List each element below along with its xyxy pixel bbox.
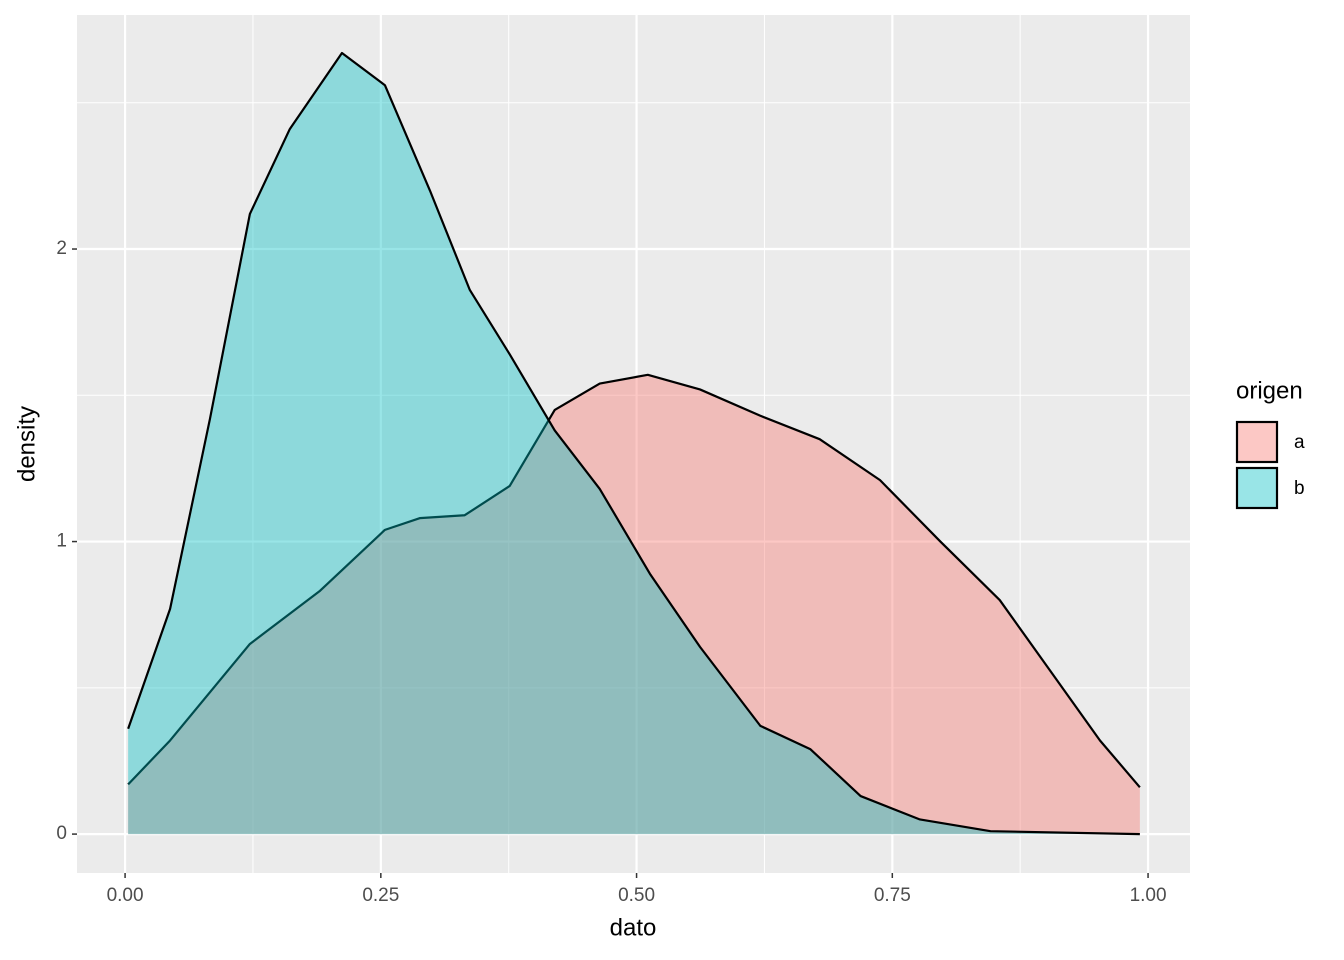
legend-key	[1235, 420, 1279, 464]
x-tick-label: 0.00	[107, 885, 144, 906]
density-area	[128, 53, 1140, 835]
legend-key-bg	[1236, 467, 1278, 509]
density-area	[128, 374, 1140, 835]
x-tick-label: 0.75	[874, 885, 911, 906]
x-tick-label: 1.00	[1130, 885, 1167, 906]
y-axis-title: density	[13, 406, 40, 482]
x-tick-label: 0.50	[618, 885, 655, 906]
x-tick-label: 0.25	[362, 885, 399, 906]
density-line	[127, 51, 1140, 836]
legend-label: b	[1294, 478, 1305, 499]
y-tick-label: 2	[56, 238, 67, 259]
y-tick-label: 0	[56, 823, 67, 844]
legend-title: origen	[1236, 377, 1303, 404]
y-tick-label: 1	[56, 531, 67, 552]
density-line	[127, 373, 1141, 789]
legend-key	[1235, 466, 1279, 510]
panel	[77, 15, 1190, 873]
legend-key-bg	[1236, 421, 1278, 463]
legend-label: a	[1294, 432, 1305, 453]
x-axis-title: dato	[610, 914, 657, 941]
